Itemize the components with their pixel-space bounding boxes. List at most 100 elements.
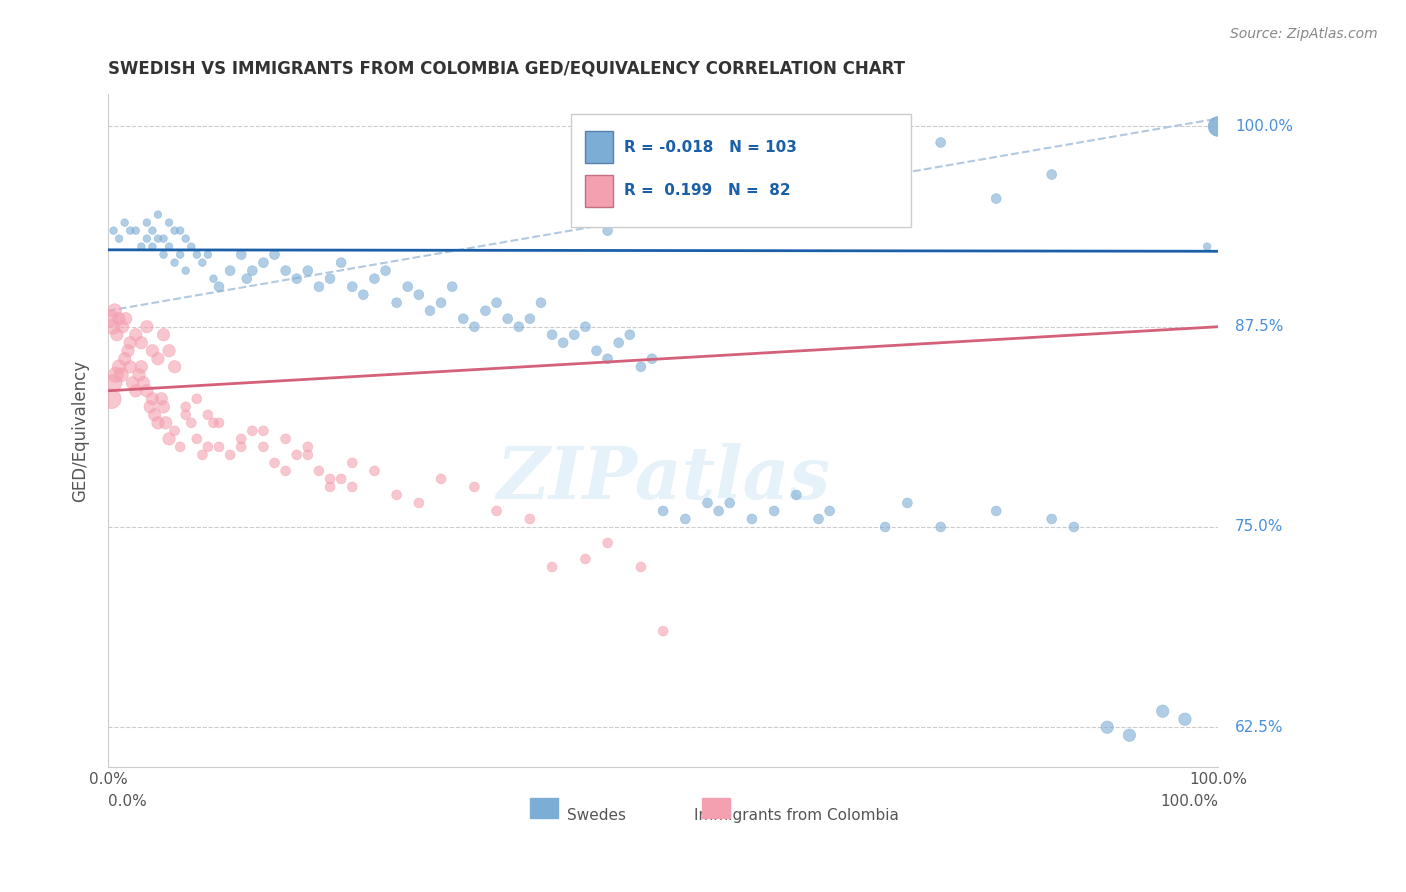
Point	[202, 416, 225, 430]
Point	[236, 271, 259, 285]
Point	[108, 311, 131, 326]
Point	[274, 432, 297, 446]
Point	[197, 247, 219, 261]
Point	[163, 359, 186, 374]
Point	[125, 327, 148, 342]
Point	[574, 319, 596, 334]
Point	[1040, 512, 1063, 526]
Point	[180, 239, 202, 253]
Point	[219, 263, 242, 277]
Point	[430, 472, 453, 486]
Point	[707, 504, 730, 518]
Point	[180, 416, 202, 430]
Text: ZIPatlas: ZIPatlas	[496, 443, 830, 515]
Point	[174, 400, 197, 414]
Point	[574, 552, 596, 566]
Point	[121, 376, 143, 390]
Point	[342, 279, 364, 293]
Point	[100, 392, 122, 406]
Point	[807, 512, 830, 526]
Point	[451, 311, 474, 326]
Point	[128, 368, 150, 382]
Point	[718, 496, 741, 510]
Point	[562, 327, 585, 342]
Point	[163, 255, 186, 269]
Point	[157, 343, 180, 358]
Point	[146, 208, 169, 222]
Point	[541, 327, 564, 342]
Point	[163, 424, 186, 438]
Text: 100.0%: 100.0%	[1160, 794, 1218, 809]
Point	[186, 432, 208, 446]
Bar	[585, 131, 613, 163]
Point	[596, 224, 619, 238]
Point	[297, 263, 319, 277]
Point	[120, 224, 142, 238]
Point	[125, 384, 148, 398]
Point	[129, 239, 152, 253]
Point	[252, 424, 274, 438]
Point	[141, 224, 163, 238]
Point	[141, 392, 163, 406]
Point	[1095, 720, 1118, 734]
Point	[152, 327, 174, 342]
Point	[875, 152, 897, 166]
Point	[619, 327, 641, 342]
Point	[1118, 728, 1140, 742]
Point	[474, 303, 496, 318]
Point	[146, 232, 169, 246]
Point	[1174, 712, 1197, 726]
Point	[152, 400, 174, 414]
Point	[174, 263, 197, 277]
Point	[385, 488, 408, 502]
Point	[1040, 168, 1063, 182]
Point	[202, 271, 225, 285]
Text: Source: ZipAtlas.com: Source: ZipAtlas.com	[1230, 27, 1378, 41]
Point	[120, 359, 142, 374]
Point	[374, 263, 396, 277]
Point	[485, 295, 508, 310]
Point	[110, 368, 132, 382]
Bar	[702, 797, 730, 818]
Text: 75.0%: 75.0%	[1234, 519, 1284, 534]
Point	[146, 416, 169, 430]
Point	[98, 311, 121, 326]
Point	[818, 168, 841, 182]
Point	[197, 440, 219, 454]
Point	[197, 408, 219, 422]
Point	[285, 448, 308, 462]
Point	[785, 488, 807, 502]
Point	[741, 512, 763, 526]
Point	[169, 440, 191, 454]
Point	[103, 224, 125, 238]
Point	[986, 504, 1008, 518]
Point	[155, 416, 177, 430]
Point	[519, 311, 541, 326]
Point	[240, 263, 263, 277]
Point	[129, 335, 152, 350]
Text: SWEDISH VS IMMIGRANTS FROM COLOMBIA GED/EQUIVALENCY CORRELATION CHART: SWEDISH VS IMMIGRANTS FROM COLOMBIA GED/…	[108, 60, 905, 78]
Point	[553, 335, 575, 350]
Point	[169, 247, 191, 261]
Point	[607, 335, 630, 350]
Point	[240, 424, 263, 438]
Point	[685, 168, 707, 182]
Point	[641, 351, 664, 366]
FancyBboxPatch shape	[571, 113, 911, 227]
Point	[652, 184, 675, 198]
Point	[297, 440, 319, 454]
Point	[818, 504, 841, 518]
Point	[117, 343, 139, 358]
Text: 87.5%: 87.5%	[1234, 319, 1284, 334]
Point	[186, 247, 208, 261]
Point	[231, 440, 253, 454]
Point	[408, 496, 430, 510]
Point	[263, 247, 285, 261]
Point	[696, 496, 718, 510]
Point	[929, 136, 952, 150]
Point	[150, 392, 173, 406]
Point	[986, 192, 1008, 206]
Point	[231, 247, 253, 261]
Point	[430, 295, 453, 310]
Point	[530, 295, 553, 310]
